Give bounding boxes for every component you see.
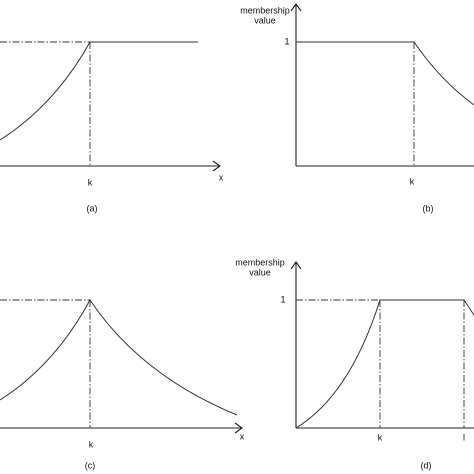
membership-curve <box>0 299 238 416</box>
caption: (c) <box>85 460 96 470</box>
guide-line <box>0 299 91 428</box>
membership-curve <box>296 41 474 106</box>
guide-line <box>0 41 91 166</box>
x-axis <box>0 422 243 434</box>
caption: (b) <box>423 203 434 213</box>
membership-curve <box>0 41 198 141</box>
caption: (d) <box>421 460 432 470</box>
tick-label: 1 <box>280 294 285 304</box>
axis-label: x <box>219 172 224 182</box>
x-axis <box>0 160 221 172</box>
tick-label: l <box>463 432 465 442</box>
tick-label: k <box>89 439 94 449</box>
tick-label: 1 <box>284 36 289 46</box>
axis-label: value <box>249 267 271 277</box>
axis-label: value <box>254 15 276 25</box>
axis-label: x <box>240 431 245 441</box>
membership-curve <box>295 299 474 429</box>
tick-label: k <box>88 177 93 187</box>
axes <box>290 261 474 429</box>
panel-c: k x (c) <box>0 299 245 470</box>
guide-line <box>296 299 465 428</box>
axis-label: membership <box>240 5 290 15</box>
caption: (a) <box>87 203 98 213</box>
tick-label: k <box>410 176 415 186</box>
axes <box>290 3 474 167</box>
tick-label: k <box>378 432 383 442</box>
axis-label: membership <box>235 257 285 267</box>
panel-a: k x (a) <box>0 41 224 213</box>
panel-b: membership value 1 k (b) <box>240 3 474 213</box>
panel-d: membership value 1 k l (d) <box>235 257 474 470</box>
